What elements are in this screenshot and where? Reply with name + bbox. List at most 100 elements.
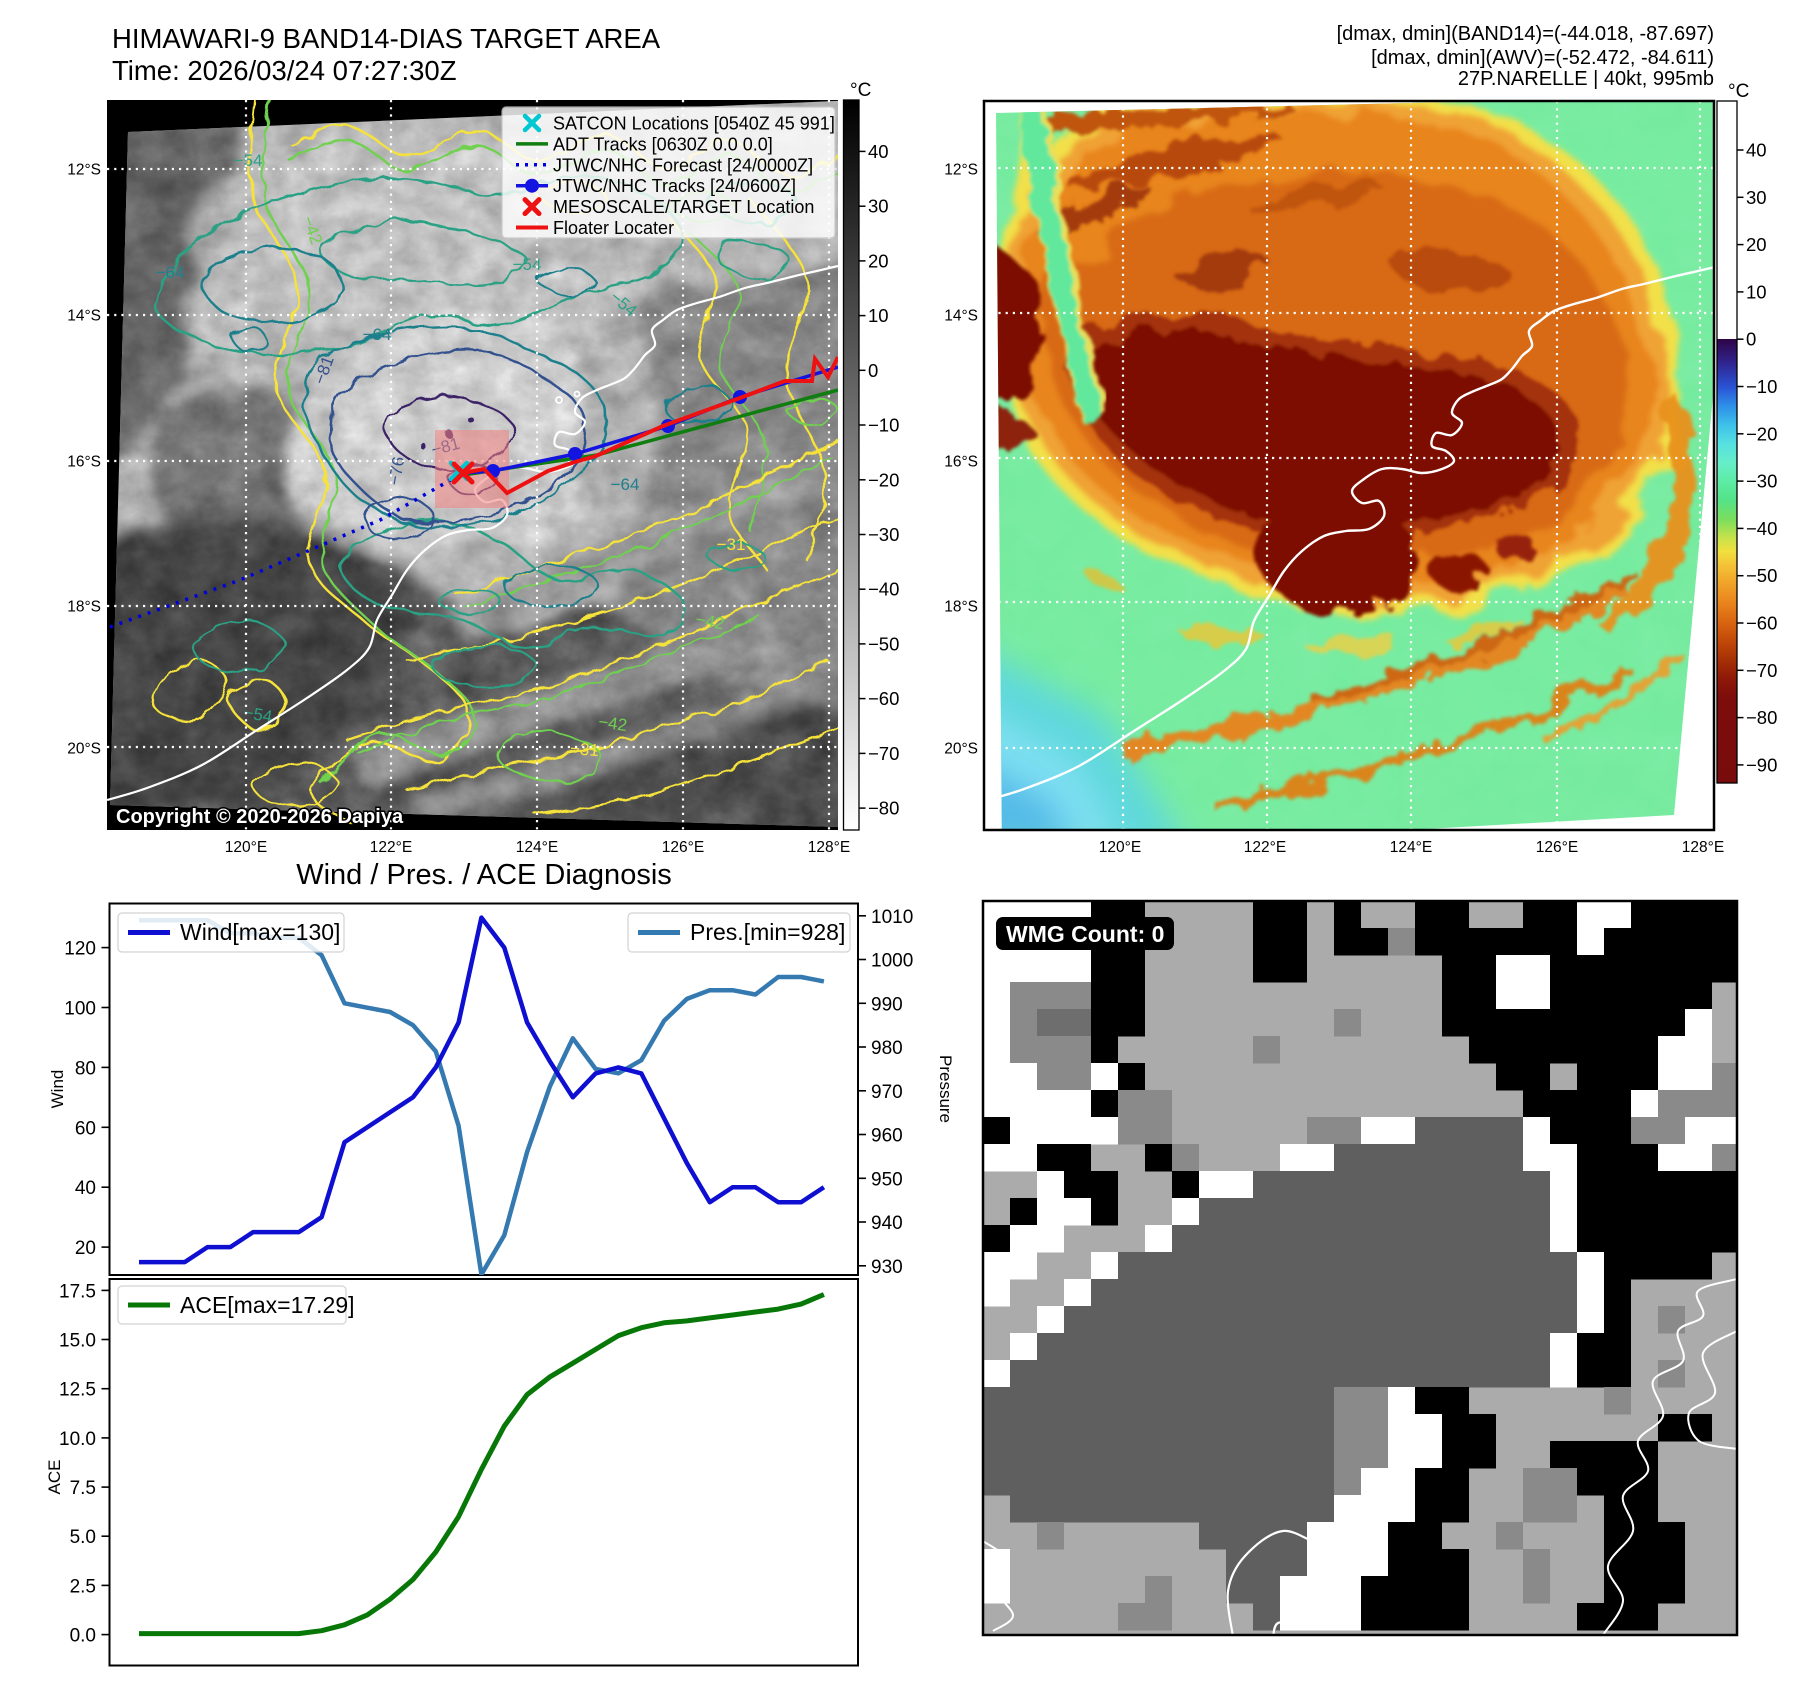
- svg-text:−20: −20: [1746, 423, 1777, 444]
- svg-text:−90: −90: [1746, 754, 1777, 775]
- svg-text:15.0: 15.0: [59, 1331, 96, 1352]
- svg-text:−76: −76: [385, 455, 409, 487]
- svg-text:20: 20: [75, 1238, 96, 1259]
- svg-text:−10: −10: [1746, 376, 1777, 397]
- svg-text:950: 950: [871, 1169, 903, 1190]
- svg-text:5.0: 5.0: [70, 1527, 96, 1548]
- svg-text:930: 930: [871, 1257, 903, 1278]
- svg-text:°C: °C: [1728, 81, 1749, 102]
- svg-text:−20: −20: [868, 469, 899, 490]
- svg-text:Wind / Pres. / ACE Diagnosis: Wind / Pres. / ACE Diagnosis: [296, 859, 672, 891]
- svg-text:0.0: 0.0: [70, 1626, 96, 1647]
- svg-text:−31: −31: [717, 535, 746, 554]
- svg-text:122°E: 122°E: [1244, 839, 1286, 856]
- svg-text:−30: −30: [868, 524, 899, 545]
- svg-text:122°E: 122°E: [370, 839, 412, 856]
- svg-text:12°S: 12°S: [944, 162, 978, 179]
- svg-text:Pressure: Pressure: [936, 1055, 955, 1123]
- svg-text:Pres.[min=928]: Pres.[min=928]: [690, 919, 845, 945]
- svg-text:30: 30: [1746, 187, 1767, 208]
- svg-text:14°S: 14°S: [944, 308, 978, 325]
- svg-text:1010: 1010: [871, 907, 913, 928]
- svg-text:ACE[max=17.29]: ACE[max=17.29]: [180, 1292, 355, 1318]
- svg-text:SATCON Locations [0540Z 45 991: SATCON Locations [0540Z 45 991]: [553, 114, 835, 134]
- svg-text:−64: −64: [156, 263, 185, 282]
- svg-text:−10: −10: [868, 415, 899, 436]
- svg-text:10.0: 10.0: [59, 1429, 96, 1450]
- svg-text:20: 20: [1746, 234, 1767, 255]
- svg-text:Wind[max=130]: Wind[max=130]: [180, 919, 340, 945]
- svg-text:120°E: 120°E: [1099, 839, 1141, 856]
- svg-text:126°E: 126°E: [662, 839, 704, 856]
- svg-text:18°S: 18°S: [67, 599, 101, 616]
- svg-text:10: 10: [868, 305, 889, 326]
- svg-text:18°S: 18°S: [944, 599, 978, 616]
- svg-text:970: 970: [871, 1082, 903, 1103]
- svg-text:0: 0: [868, 360, 878, 381]
- svg-text:−64: −64: [611, 475, 640, 494]
- svg-text:80: 80: [75, 1058, 96, 1079]
- svg-text:128°E: 128°E: [1682, 839, 1724, 856]
- svg-text:MESOSCALE/TARGET Location: MESOSCALE/TARGET Location: [553, 197, 814, 217]
- svg-text:−70: −70: [1746, 660, 1777, 681]
- svg-text:100: 100: [64, 999, 96, 1020]
- svg-text:12°S: 12°S: [67, 162, 101, 179]
- svg-text:40: 40: [75, 1178, 96, 1199]
- svg-text:−40: −40: [868, 579, 899, 600]
- svg-text:14°S: 14°S: [67, 308, 101, 325]
- svg-text:980: 980: [871, 1038, 903, 1059]
- svg-text:40: 40: [868, 141, 889, 162]
- svg-text:20°S: 20°S: [944, 741, 978, 758]
- svg-text:60: 60: [75, 1118, 96, 1139]
- svg-text:940: 940: [871, 1213, 903, 1234]
- svg-text:−80: −80: [868, 798, 899, 819]
- svg-text:17.5: 17.5: [59, 1281, 96, 1302]
- svg-text:Time: 2026/03/24 07:27:30Z: Time: 2026/03/24 07:27:30Z: [112, 55, 457, 86]
- svg-text:−54: −54: [242, 703, 274, 727]
- svg-text:16°S: 16°S: [67, 454, 101, 471]
- svg-text:126°E: 126°E: [1536, 839, 1578, 856]
- svg-text:HIMAWARI-9 BAND14-DIAS TARGET: HIMAWARI-9 BAND14-DIAS TARGET AREA: [112, 23, 661, 54]
- svg-text:12.5: 12.5: [59, 1380, 96, 1401]
- svg-text:124°E: 124°E: [1390, 839, 1432, 856]
- svg-text:−60: −60: [1746, 613, 1777, 634]
- svg-text:124°E: 124°E: [516, 839, 558, 856]
- svg-text:−31: −31: [569, 739, 599, 760]
- svg-text:−50: −50: [1746, 565, 1777, 586]
- svg-text:10: 10: [1746, 281, 1767, 302]
- svg-text:30: 30: [868, 196, 889, 217]
- svg-text:−50: −50: [868, 633, 899, 654]
- svg-text:−60: −60: [868, 688, 899, 709]
- svg-text:ADT Tracks [0630Z 0.0 0.0]: ADT Tracks [0630Z 0.0 0.0]: [553, 134, 773, 154]
- svg-text:Wind: Wind: [48, 1070, 67, 1109]
- svg-text:ACE: ACE: [45, 1460, 64, 1495]
- svg-text:−70: −70: [868, 743, 899, 764]
- svg-text:128°E: 128°E: [808, 839, 850, 856]
- svg-text:−80: −80: [1746, 707, 1777, 728]
- svg-text:960: 960: [871, 1126, 903, 1147]
- svg-text:−54: −54: [513, 255, 542, 274]
- svg-text:20°S: 20°S: [67, 741, 101, 758]
- svg-text:Floater Locater: Floater Locater: [553, 218, 674, 238]
- svg-text:WMG Count: 0: WMG Count: 0: [1006, 921, 1164, 947]
- svg-text:[dmax, dmin](AWV)=(-52.472, -8: [dmax, dmin](AWV)=(-52.472, -84.611): [1371, 47, 1714, 69]
- svg-text:990: 990: [871, 994, 903, 1015]
- svg-text:Copyright © 2020-2026 Dapiya: Copyright © 2020-2026 Dapiya: [116, 806, 404, 828]
- svg-text:−40: −40: [1746, 518, 1777, 539]
- svg-text:0: 0: [1746, 329, 1756, 350]
- svg-text:27P.NARELLE | 40kt, 995mb: 27P.NARELLE | 40kt, 995mb: [1458, 68, 1714, 90]
- svg-text:1000: 1000: [871, 951, 913, 972]
- svg-text:40: 40: [1746, 140, 1767, 161]
- svg-text:−64: −64: [363, 325, 392, 344]
- svg-text:120°E: 120°E: [225, 839, 267, 856]
- svg-text:JTWC/NHC Tracks [24/0600Z]: JTWC/NHC Tracks [24/0600Z]: [553, 176, 796, 196]
- svg-text:20: 20: [868, 250, 889, 271]
- svg-text:JTWC/NHC Forecast [24/0000Z]: JTWC/NHC Forecast [24/0000Z]: [553, 155, 813, 175]
- svg-text:120: 120: [64, 939, 96, 960]
- svg-text:7.5: 7.5: [70, 1478, 96, 1499]
- svg-text:−42: −42: [694, 610, 726, 634]
- svg-text:16°S: 16°S: [944, 454, 978, 471]
- svg-text:−30: −30: [1746, 471, 1777, 492]
- svg-text:−42: −42: [597, 712, 628, 735]
- svg-text:[dmax, dmin](BAND14)=(-44.018,: [dmax, dmin](BAND14)=(-44.018, -87.697): [1337, 23, 1714, 45]
